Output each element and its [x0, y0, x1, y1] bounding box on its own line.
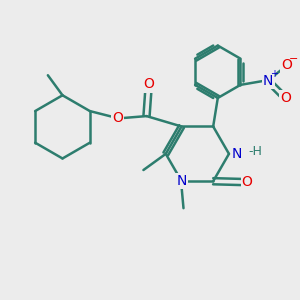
Text: O: O — [242, 175, 253, 189]
Text: N: N — [232, 147, 242, 161]
Text: +: + — [270, 69, 278, 79]
Text: -H: -H — [248, 146, 262, 158]
Text: N: N — [176, 174, 187, 188]
Text: O: O — [112, 111, 123, 125]
Text: −: − — [289, 54, 298, 64]
Text: O: O — [143, 77, 154, 92]
Text: O: O — [281, 58, 292, 72]
Text: N: N — [263, 74, 273, 88]
Text: O: O — [280, 92, 291, 105]
